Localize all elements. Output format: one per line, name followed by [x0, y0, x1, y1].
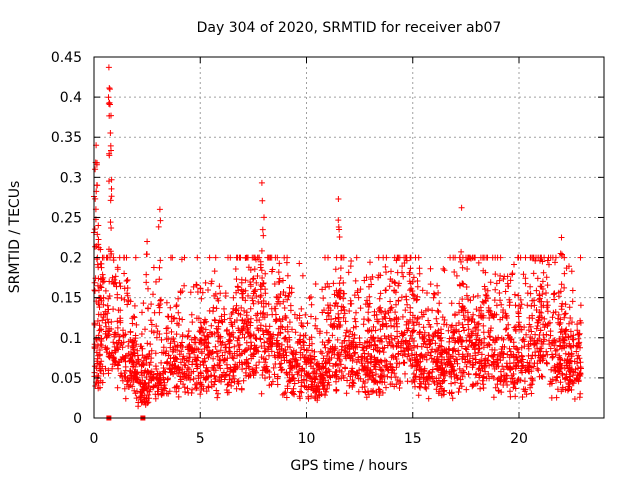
data-points: [90, 64, 584, 421]
y-tick-label: 0.45: [51, 50, 82, 66]
scatter-markers: [90, 64, 584, 410]
x-tick-label: 10: [298, 431, 316, 447]
y-tick-label: 0.35: [51, 130, 82, 146]
x-tick-label: 5: [196, 431, 205, 447]
y-tick-label: 0: [73, 411, 82, 427]
x-tick-label: 15: [404, 431, 422, 447]
y-tick-label: 0.2: [60, 251, 82, 267]
y-tick-label: 0.05: [51, 371, 82, 387]
y-tick-label: 0.25: [51, 210, 82, 226]
y-tick-label: 0.4: [60, 90, 82, 106]
plot-frame: [93, 56, 605, 419]
y-axis-label: SRMTID / TECUs: [7, 181, 23, 294]
chart-title: Day 304 of 2020, SRMTID for receiver ab0…: [197, 20, 502, 36]
x-tick-label: 0: [90, 431, 99, 447]
y-tick-label: 0.1: [60, 331, 82, 347]
axis-ticks: 0 0.05 0.1 0.15 0.2 0.25 0.3 0.35 0.4 0.45 0 5 10 15 2…: [51, 50, 604, 447]
x-axis-label: GPS time / hours: [290, 458, 407, 474]
y-tick-label: 0.3: [60, 170, 82, 186]
x-tick-label: 20: [510, 431, 528, 447]
y-tick-label: 0.15: [51, 291, 82, 307]
